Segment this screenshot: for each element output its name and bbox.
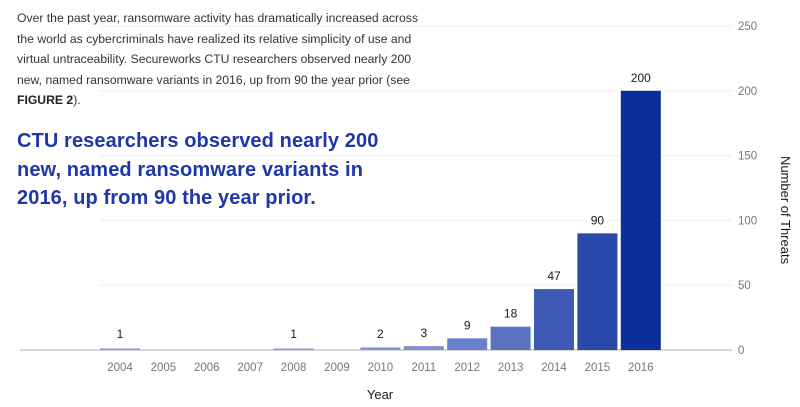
data-label-2010: 2: [377, 327, 384, 341]
bar-2012: [447, 338, 488, 350]
figure-reference: FIGURE 2: [17, 93, 74, 107]
y-tick-label: 150: [738, 151, 757, 163]
data-label-2008: 1: [290, 327, 297, 341]
data-label-2013: 18: [504, 307, 518, 321]
bar-2014: [534, 289, 574, 350]
x-tick-label: 2009: [324, 362, 350, 374]
x-tick-label: 2010: [368, 362, 394, 374]
y-tick-label: 250: [738, 21, 757, 33]
data-label-2015: 90: [591, 213, 605, 227]
intro-text-end: ).: [73, 93, 81, 107]
x-tick-label: 2008: [281, 362, 307, 374]
x-tick-label: 2012: [454, 362, 480, 374]
y-tick-label: 100: [738, 215, 757, 227]
x-tick-label: 2004: [107, 362, 133, 374]
data-label-2004: 1: [117, 327, 124, 341]
x-tick-label: 2016: [628, 362, 654, 374]
y-tick-label: 0: [738, 345, 744, 357]
bar-2015: [577, 233, 618, 350]
bar-2016: [620, 90, 661, 351]
y-tick-label: 200: [738, 86, 757, 98]
data-labels: 1 1 2 3 9 18 47 90 200: [117, 71, 651, 341]
intro-text: Over the past year, ransomware activity …: [17, 11, 418, 87]
x-tick-label: 2011: [411, 362, 436, 374]
bar-2011: [403, 346, 444, 350]
y-axis-label: Number of Threats: [778, 156, 793, 265]
data-label-2012: 9: [464, 318, 471, 332]
bar-2013: [490, 326, 531, 350]
bar-2008: [273, 348, 314, 350]
x-tick-label: 2007: [237, 362, 263, 374]
bar-2004: [100, 348, 140, 350]
bar-2010: [360, 347, 401, 350]
data-label-2016: 200: [631, 71, 651, 85]
bars: [100, 90, 661, 351]
callout-highlight: CTU researchers observed nearly 200 new,…: [17, 130, 379, 209]
x-tick-label: 2015: [585, 362, 611, 374]
x-tick-label: 2013: [498, 362, 524, 374]
y-tick-label: 50: [738, 280, 751, 292]
x-tick-label: 2014: [541, 362, 567, 374]
x-tick-label: 2005: [151, 362, 177, 374]
data-label-2014: 47: [547, 269, 561, 283]
data-label-2011: 3: [420, 326, 427, 340]
intro-paragraph: Over the past year, ransomware activity …: [17, 8, 427, 111]
x-tick-label: 2006: [194, 362, 220, 374]
y-tick-labels: 0 50 100 150 200 250: [738, 21, 757, 357]
x-axis-label: Year: [367, 387, 394, 402]
x-tick-labels: 2004 2005 2006 2007 2008 2009 2010 2011 2012 2013…: [107, 362, 653, 374]
